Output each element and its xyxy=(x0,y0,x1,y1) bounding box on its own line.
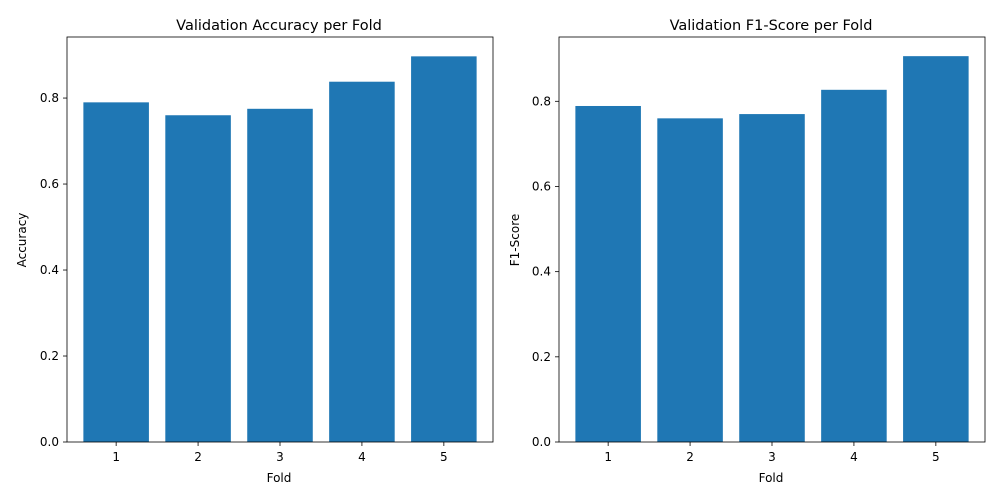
chart-title: Validation F1-Score per Fold xyxy=(670,18,873,34)
bar-fold-2 xyxy=(657,118,723,442)
y-tick-label: 0.8 xyxy=(532,94,551,108)
x-tick-label: 2 xyxy=(194,450,202,464)
x-tick-label: 3 xyxy=(276,450,284,464)
bar-fold-4 xyxy=(821,89,887,442)
y-axis-label: F1-Score xyxy=(508,214,522,266)
chart-panel-f1-score: Validation F1-Score per Fold Fold F1-Sco… xyxy=(508,18,986,485)
bar-fold-1 xyxy=(83,102,149,442)
chart-panel-accuracy: Validation Accuracy per Fold Fold Accura… xyxy=(15,18,494,485)
y-axis-label: Accuracy xyxy=(15,213,29,268)
x-axis-label: Fold xyxy=(267,471,292,485)
bar-fold-5 xyxy=(411,56,477,442)
bar-fold-3 xyxy=(247,108,313,443)
x-tick-label: 3 xyxy=(768,450,776,464)
x-tick-label: 5 xyxy=(440,450,448,464)
bar-fold-1 xyxy=(575,105,641,443)
y-tick-label: 0.4 xyxy=(532,265,551,279)
x-tick-label: 4 xyxy=(850,450,858,464)
bar-fold-2 xyxy=(165,115,231,442)
x-tick-label: 1 xyxy=(604,450,612,464)
y-tick-label: 0.6 xyxy=(40,177,59,191)
y-tick-label: 0.4 xyxy=(40,263,59,277)
y-tick-label: 0.6 xyxy=(532,179,551,193)
y-tick-label: 0.2 xyxy=(40,349,59,363)
bar-fold-4 xyxy=(329,81,395,443)
y-tick-label: 0.2 xyxy=(532,350,551,364)
y-tick-label: 0.0 xyxy=(40,435,59,449)
plot-area: 1 2 3 4 5 0.0 0.2 0.4 0.6 0.8 xyxy=(40,36,494,464)
x-tick-label: 1 xyxy=(112,450,120,464)
plot-area: 1 2 3 4 5 0.0 0.2 0.4 0.6 0.8 xyxy=(532,36,986,464)
bar-fold-3 xyxy=(739,114,805,442)
y-tick-label: 0.8 xyxy=(40,91,59,105)
x-tick-label: 2 xyxy=(686,450,694,464)
bar-fold-5 xyxy=(903,56,969,442)
y-tick-label: 0.0 xyxy=(532,435,551,449)
x-tick-label: 5 xyxy=(932,450,940,464)
chart-title: Validation Accuracy per Fold xyxy=(176,18,382,34)
x-axis-label: Fold xyxy=(759,471,784,485)
x-tick-label: 4 xyxy=(358,450,366,464)
